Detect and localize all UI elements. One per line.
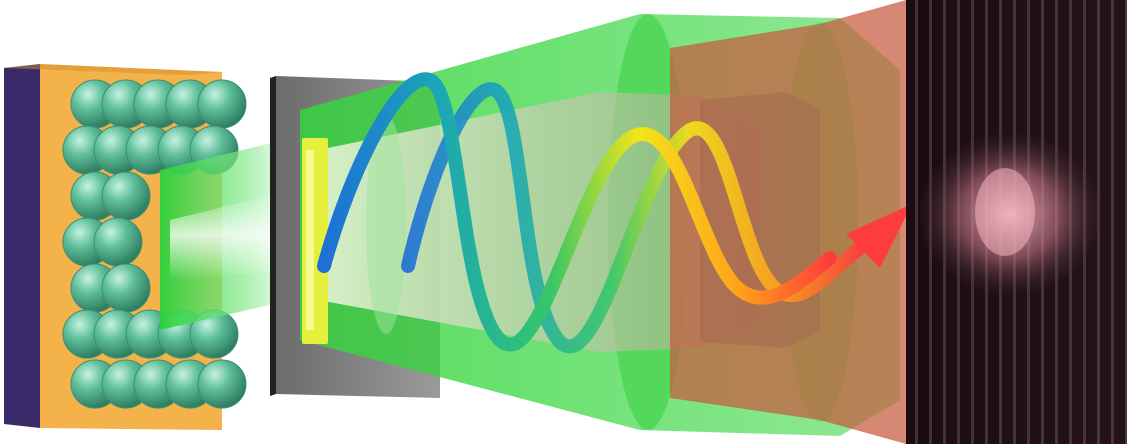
nanosphere — [101, 263, 151, 313]
lens-highlight — [306, 150, 314, 330]
beam-core-glow — [170, 190, 292, 280]
chamber-inner-block — [700, 92, 820, 348]
cone-inner-rim — [366, 114, 406, 334]
substrate-back-face — [4, 64, 40, 428]
nanosphere-array — [62, 79, 247, 409]
nanosphere — [101, 171, 151, 221]
wave-path-front — [317, 72, 837, 352]
nanosphere — [197, 79, 247, 129]
substrate-top-edge — [4, 64, 222, 75]
nanosphere — [197, 359, 247, 409]
interference-screen — [906, 0, 1127, 444]
helical-wave — [317, 72, 912, 353]
wave-arrow-icon — [846, 204, 912, 268]
plate-side — [270, 76, 276, 396]
cone-inner-core — [318, 92, 760, 352]
screen-fringe-core — [975, 168, 1035, 256]
lens-element — [302, 138, 328, 344]
nanosphere — [93, 217, 143, 267]
